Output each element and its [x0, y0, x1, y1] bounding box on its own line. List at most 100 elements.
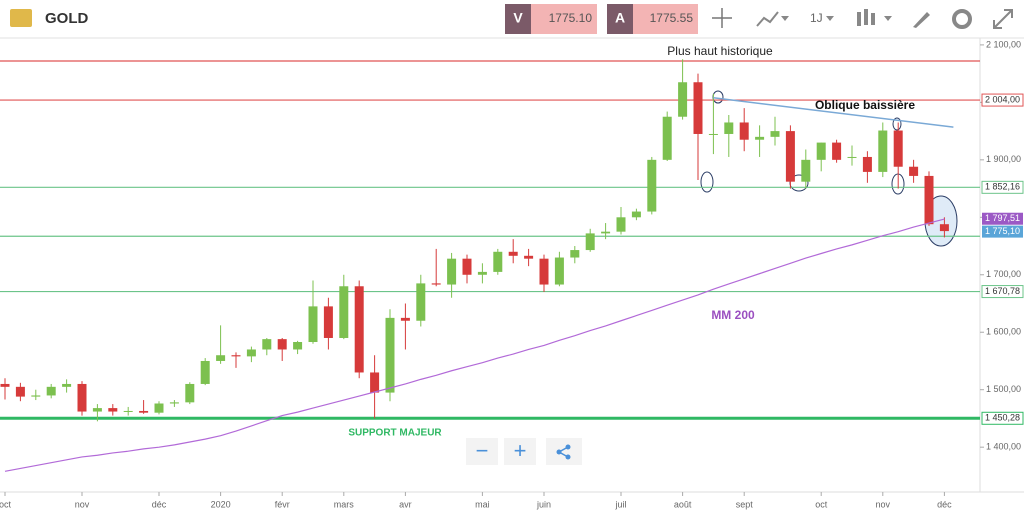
candle-body — [909, 166, 919, 176]
chart-type-icon[interactable] — [756, 11, 779, 27]
share[interactable] — [546, 438, 582, 465]
marker-circle — [712, 90, 724, 104]
candle-body — [200, 360, 210, 384]
bid-label: V — [513, 10, 523, 26]
candle-body — [662, 116, 672, 160]
candle-body — [108, 408, 118, 412]
candle-body — [462, 258, 472, 275]
candle-body — [31, 395, 41, 397]
x-tick-label: oct — [0, 499, 11, 509]
x-tick-label: déc — [152, 499, 167, 509]
candle-body — [385, 317, 395, 393]
level-label: 1 450,28 — [985, 413, 1020, 423]
candle-body — [231, 355, 241, 357]
settings-icon[interactable] — [952, 9, 972, 29]
x-tick-label: juin — [536, 499, 551, 509]
candle-body — [693, 82, 703, 134]
candle-body — [539, 258, 549, 285]
candle-body — [354, 286, 364, 373]
candle-body — [862, 156, 872, 172]
candle-body — [508, 251, 518, 256]
candle-body — [308, 306, 318, 343]
x-tick-label: sept — [736, 499, 754, 509]
ask-price: 1775.55 — [650, 11, 694, 25]
candle-body — [631, 211, 641, 218]
candle-body — [46, 386, 56, 396]
candle-body — [724, 122, 734, 134]
candle-body — [816, 142, 826, 160]
share-icon — [556, 444, 571, 459]
crosshair-icon[interactable] — [712, 8, 732, 28]
candle-body — [185, 383, 195, 403]
candle-body — [708, 133, 718, 135]
candle-body — [92, 408, 102, 412]
indicator-icon[interactable] — [857, 9, 875, 26]
candle-body — [601, 231, 611, 234]
symbol: GOLD — [45, 10, 88, 27]
x-tick-label: nov — [876, 499, 891, 509]
x-tick-label: févr — [275, 499, 290, 509]
ma-label: MM 200 — [711, 308, 755, 322]
candle-body — [154, 403, 164, 413]
candle-body — [15, 386, 25, 397]
bid-box[interactable] — [531, 4, 597, 34]
x-tick-label: avr — [399, 499, 412, 509]
candle-body — [524, 255, 534, 259]
y-tick-label: 1 700,00 — [986, 269, 1021, 279]
trendline-label: Oblique baissière — [815, 98, 915, 112]
marker-circle — [700, 171, 714, 193]
candle-body — [616, 217, 626, 232]
level-tag — [981, 411, 1024, 425]
candle-body — [585, 233, 595, 251]
candle-body — [554, 257, 564, 285]
gold-icon — [10, 9, 32, 27]
candle-body — [400, 317, 410, 321]
dropdown-arrow — [781, 16, 789, 21]
candle-body — [293, 342, 303, 350]
candle-body — [755, 136, 765, 140]
fullscreen-icon[interactable] — [993, 9, 1013, 29]
level-label: 1 852,16 — [985, 182, 1020, 192]
zoom-in[interactable]: + — [504, 438, 536, 465]
y-tick-label: 1 600,00 — [986, 327, 1021, 337]
level-tag — [981, 285, 1024, 299]
candle-body — [62, 383, 72, 387]
ask-label: A — [615, 10, 625, 26]
x-tick-label: mai — [475, 499, 490, 509]
y-tick-label: 1 500,00 — [986, 384, 1021, 394]
annotation: Plus haut historique — [667, 44, 773, 58]
y-tick-label: 1 400,00 — [986, 442, 1021, 452]
candle-body — [416, 283, 426, 321]
price-tag — [982, 212, 1023, 225]
candle-body — [939, 224, 949, 232]
candle-body — [477, 271, 487, 275]
x-tick-label: nov — [75, 499, 90, 509]
candle-body — [370, 372, 380, 393]
marker-circle — [892, 117, 902, 131]
candle-body — [493, 251, 503, 272]
level-tag — [981, 93, 1024, 107]
y-tick-label: 1 900,00 — [986, 154, 1021, 164]
annotation: SUPPORT MAJEUR — [348, 428, 442, 439]
candle-body — [139, 410, 149, 413]
draw-icon[interactable] — [913, 12, 930, 28]
candle-body — [0, 383, 10, 387]
candle-body — [647, 159, 657, 212]
candle-body — [246, 349, 256, 357]
candle-body — [339, 286, 349, 338]
y-tick-label: 2 100,00 — [986, 39, 1021, 49]
zoom-out[interactable]: − — [466, 438, 498, 465]
zoom-controls: − + — [466, 438, 582, 465]
bid-button[interactable] — [505, 4, 531, 34]
candle-body — [323, 306, 333, 338]
ask-box[interactable] — [633, 4, 698, 34]
period[interactable]: 1J — [810, 11, 823, 25]
candle-body — [77, 383, 87, 412]
ask-button[interactable] — [607, 4, 633, 34]
trendline — [713, 97, 954, 128]
x-tick-label: mars — [334, 499, 354, 509]
candle-body — [678, 82, 688, 117]
x-tick-label: déc — [937, 499, 952, 509]
candle-body — [832, 142, 842, 160]
